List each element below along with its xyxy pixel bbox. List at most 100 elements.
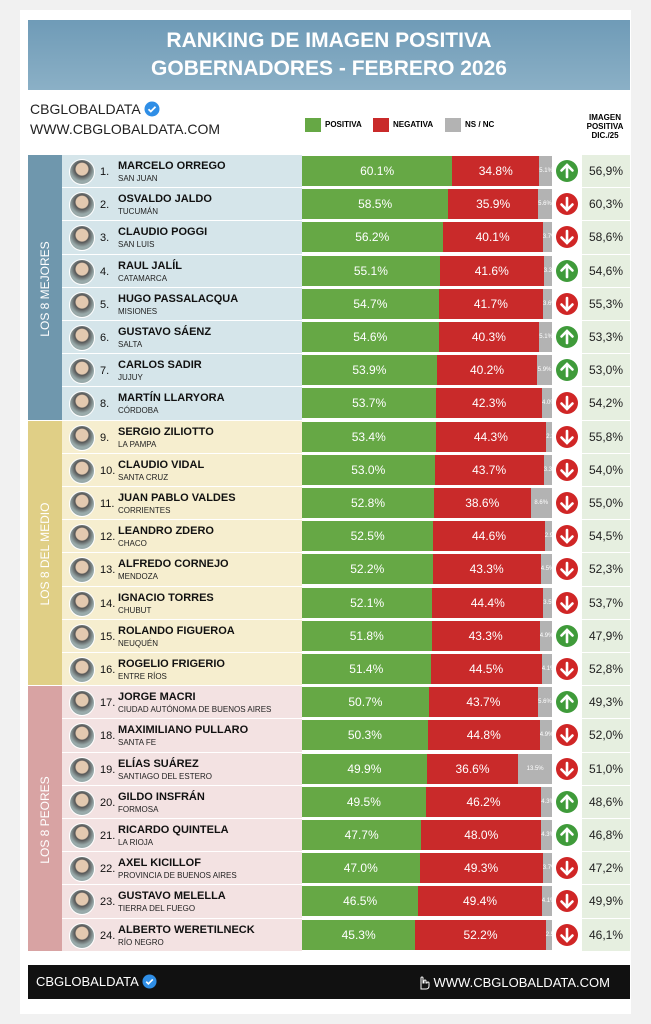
nsnc-bar: 3.5% bbox=[543, 587, 552, 618]
avatar bbox=[69, 358, 95, 385]
rank: 16. bbox=[100, 664, 116, 676]
province: SAN JUAN bbox=[118, 174, 158, 183]
previous-value: 56,9% bbox=[582, 155, 630, 188]
rank: 18. bbox=[100, 730, 116, 743]
trend-down-icon bbox=[556, 226, 578, 249]
previous-value: 58,6% bbox=[582, 221, 630, 254]
negative-bar: 44.6% bbox=[433, 521, 545, 552]
row-separator bbox=[62, 917, 630, 919]
province: CORRIENTES bbox=[118, 506, 171, 515]
governor-name: GILDO INSFRÁN bbox=[118, 790, 205, 803]
province: NEUQUÉN bbox=[118, 638, 159, 648]
governor-name: GUSTAVO MELELLA bbox=[118, 890, 226, 903]
governor-name: JUAN PABLO VALDES bbox=[118, 492, 236, 504]
row-separator bbox=[62, 618, 630, 620]
negative-bar: 48.0% bbox=[421, 820, 542, 850]
avatar bbox=[69, 590, 95, 617]
trend-up-icon bbox=[556, 326, 578, 348]
row-separator bbox=[62, 253, 630, 255]
province: FORMOSA bbox=[118, 804, 159, 814]
row-separator bbox=[62, 220, 630, 222]
row-separator bbox=[62, 286, 630, 288]
legend-label: POSITIVA bbox=[325, 120, 362, 129]
governor-name: SERGIO ZILIOTTO bbox=[118, 425, 214, 438]
table-row: 13. ALFREDO CORNEJO MENDOZA bbox=[62, 553, 630, 586]
table-row: 15. ROLANDO FIGUEROA NEUQUÉN bbox=[62, 620, 630, 653]
negative-bar: 43.7% bbox=[428, 687, 538, 718]
row-separator bbox=[62, 519, 630, 521]
positive-bar: 49.9% bbox=[302, 753, 427, 784]
nsnc-bar: 3.7% bbox=[542, 222, 552, 253]
positive-bar: 53.0% bbox=[302, 454, 435, 485]
avatar bbox=[69, 723, 95, 750]
trend-up-icon bbox=[556, 691, 578, 714]
legend-swatch bbox=[445, 118, 461, 132]
positive-bar: 52.8% bbox=[302, 488, 434, 518]
province: CHUBUT bbox=[118, 605, 152, 615]
positive-bar: 50.7% bbox=[302, 687, 429, 718]
province: PROVINCIA DE BUENOS AIRES bbox=[118, 871, 237, 881]
trend-up-icon bbox=[556, 824, 578, 846]
row-separator bbox=[62, 552, 630, 554]
province: CATAMARCA bbox=[118, 273, 168, 283]
previous-value: 49,3% bbox=[582, 686, 630, 719]
trend-down-icon bbox=[556, 857, 578, 880]
rank: 9. bbox=[100, 431, 110, 444]
positive-bar: 53.4% bbox=[302, 421, 436, 452]
avatar bbox=[69, 657, 95, 683]
table-row: 7. CARLOS SADIR JUJUY bbox=[62, 354, 630, 387]
governor-name: ELÍAS SUÁREZ bbox=[118, 757, 199, 770]
nsnc-bar: 3.3% bbox=[543, 454, 552, 485]
governor-name: LEANDRO ZDERO bbox=[118, 525, 214, 538]
group-label: LOS 8 MEJORES bbox=[38, 241, 52, 337]
row-separator bbox=[62, 386, 630, 388]
negative-bar: 46.2% bbox=[425, 786, 542, 817]
province: LA PAMPA bbox=[118, 439, 157, 449]
negative-bar: 40.3% bbox=[438, 322, 540, 352]
avatar bbox=[69, 823, 95, 849]
province: RÍO NEGRO bbox=[118, 937, 164, 947]
rank: 10. bbox=[100, 464, 116, 477]
previous-value: 49,9% bbox=[582, 885, 630, 918]
previous-value: 54,0% bbox=[582, 453, 630, 486]
province: MISIONES bbox=[118, 306, 158, 316]
negative-bar: 40.1% bbox=[442, 222, 543, 253]
negative-bar: 34.8% bbox=[452, 156, 540, 186]
province: CHACO bbox=[118, 539, 147, 549]
negative-bar: 41.6% bbox=[439, 255, 544, 286]
province: ENTRE RÍOS bbox=[118, 672, 167, 681]
group-label: LOS 8 PEORES bbox=[38, 776, 52, 864]
avatar bbox=[69, 789, 95, 816]
governor-name: MARCELO ORREGO bbox=[118, 160, 226, 172]
brand: CBGLOBALDATA bbox=[30, 101, 160, 117]
verified-icon bbox=[144, 101, 160, 117]
trend-up-icon bbox=[556, 359, 578, 382]
governor-name: OSVALDO JALDO bbox=[118, 193, 212, 206]
governor-name: GUSTAVO SÁENZ bbox=[118, 326, 212, 338]
legend-label: NS / NC bbox=[465, 120, 495, 129]
avatar bbox=[69, 424, 95, 451]
avatar bbox=[69, 524, 95, 551]
trend-down-icon bbox=[556, 558, 578, 581]
province: CIUDAD AUTÓNOMA DE BUENOS AIRES bbox=[118, 705, 272, 715]
negative-bar: 43.3% bbox=[431, 620, 540, 651]
footer-brand: CBGLOBALDATA bbox=[36, 974, 157, 989]
legend-swatch bbox=[305, 118, 321, 132]
row-separator bbox=[62, 486, 630, 487]
footer-brand-text: CBGLOBALDATA bbox=[36, 974, 139, 989]
previous-value: 55,8% bbox=[582, 420, 630, 453]
trend-down-icon bbox=[556, 890, 578, 913]
trend-down-icon bbox=[556, 458, 578, 481]
rank: 19. bbox=[100, 763, 116, 776]
row-separator bbox=[62, 851, 630, 853]
negative-bar: 44.3% bbox=[435, 421, 547, 452]
positive-bar: 60.1% bbox=[302, 156, 453, 186]
rank: 21. bbox=[100, 830, 116, 842]
trend-up-icon bbox=[556, 259, 578, 282]
negative-bar: 42.3% bbox=[436, 388, 542, 419]
nsnc-bar: 4.0% bbox=[542, 388, 552, 419]
previous-value: 52,8% bbox=[582, 653, 630, 686]
rank: 1. bbox=[100, 166, 110, 178]
previous-value: 51,0% bbox=[582, 752, 630, 785]
title-line: RANKING DE IMAGEN POSITIVA bbox=[166, 29, 492, 52]
